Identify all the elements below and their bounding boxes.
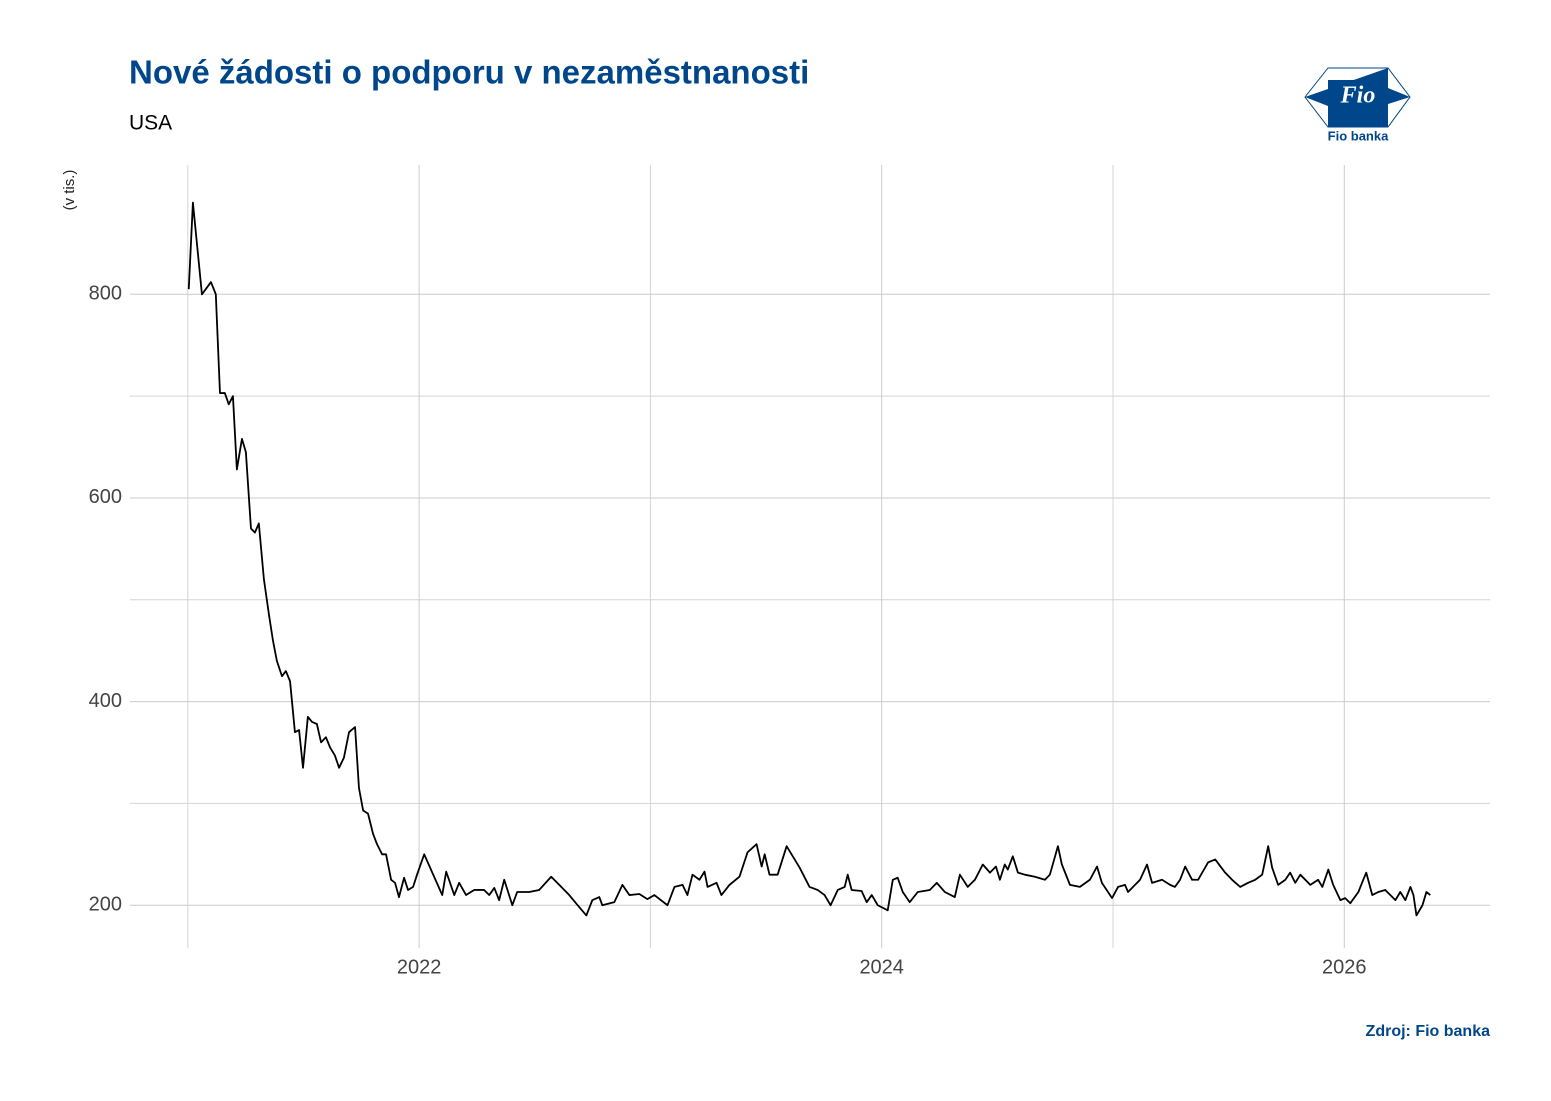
- chart-title: Nové žádosti o podporu v nezaměstnanosti: [129, 54, 809, 91]
- logo-mark: Fio: [1340, 83, 1376, 109]
- logo-name: Fio banka: [1328, 128, 1389, 143]
- x-tick-label: 2022: [397, 956, 442, 978]
- y-tick-label: 600: [89, 486, 122, 508]
- source-note: Zdroj: Fio banka: [1366, 1023, 1491, 1040]
- y-axis-label: (v tis.): [61, 170, 78, 211]
- logo: Fio Fio banka: [1304, 67, 1411, 143]
- logo-box: [1328, 80, 1385, 114]
- y-tick-label: 200: [89, 894, 122, 916]
- data-line: [187, 201, 1431, 917]
- y-tick-label: 800: [89, 283, 122, 305]
- x-tick-label: 2024: [859, 956, 904, 978]
- y-tick-label: 400: [89, 690, 122, 712]
- chart-subtitle: USA: [129, 112, 172, 135]
- x-tick-label: 2026: [1322, 956, 1367, 978]
